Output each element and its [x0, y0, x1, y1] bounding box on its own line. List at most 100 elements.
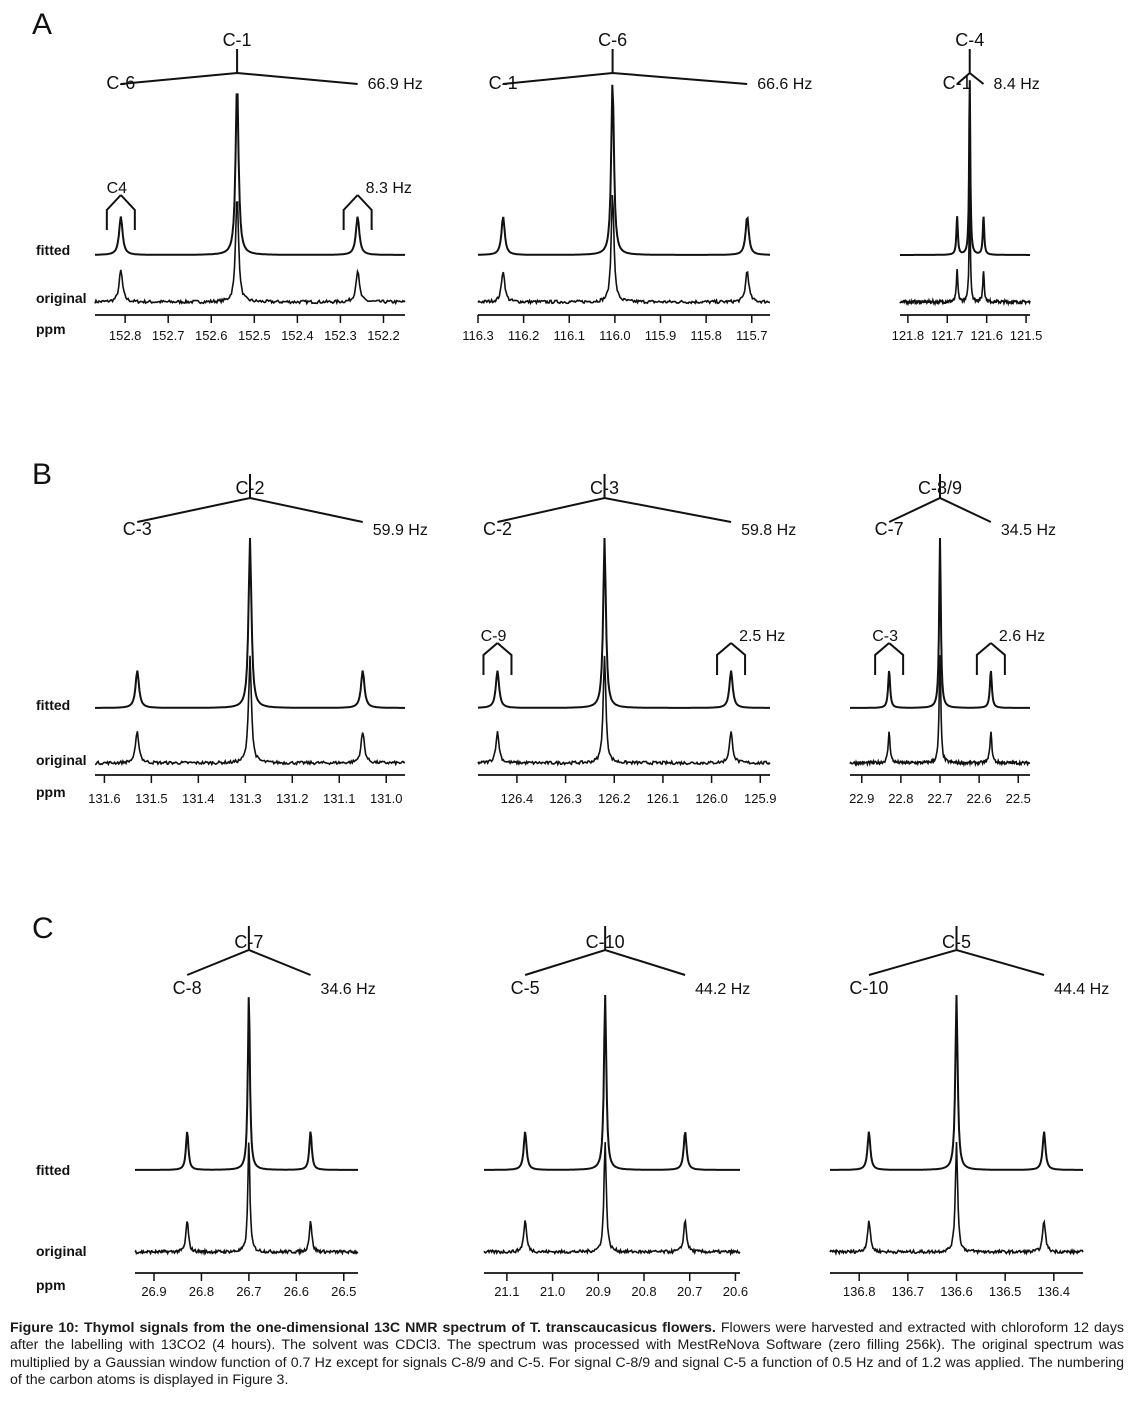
panel-B1: fitted original ppm C-2 C-3 59.9 Hz 131.6 131.5… — [36, 474, 428, 806]
center-label: C-10 — [586, 932, 625, 952]
outer-right-label: 66.9 Hz — [368, 76, 423, 93]
original-trace — [477, 194, 771, 306]
original-label: original — [36, 1243, 87, 1259]
fitted-trace — [484, 994, 740, 1171]
original-trace — [477, 655, 771, 767]
fitted-label: fitted — [36, 242, 70, 258]
inner-bracket — [874, 642, 1006, 675]
row-letter: A — [32, 8, 52, 41]
x-tick-label: 152.4 — [281, 328, 314, 343]
x-tick-label: 22.5 — [1006, 791, 1031, 806]
outer-right-label: 59.8 Hz — [741, 522, 796, 539]
x-tick-label: 121.7 — [931, 328, 964, 343]
x-tick-label: 152.5 — [238, 328, 271, 343]
x-tick-label: 115.8 — [690, 328, 722, 343]
x-tick-label: 20.7 — [677, 1284, 702, 1299]
center-label: C-6 — [598, 30, 627, 50]
x-tick-label: 116.0 — [599, 328, 631, 343]
panel-C1: fitted original ppm C-7 C-8 34.6 Hz 26.9 26.8 26… — [36, 926, 376, 1299]
x-tick-label: 21.1 — [494, 1284, 519, 1299]
center-label: C-1 — [223, 30, 252, 50]
panel-C3: C-5 C-10 44.4 Hz 136.8 136.7 136.6 136.5 136.4 — [829, 926, 1109, 1299]
outer-left-label: C-3 — [123, 519, 152, 539]
x-tick-label: 152.2 — [367, 328, 400, 343]
coupling-bracket — [137, 474, 363, 523]
inner-bracket — [482, 642, 747, 675]
row-letter: C — [32, 912, 54, 945]
row-letter: B — [32, 458, 52, 491]
center-label: C-7 — [234, 932, 263, 952]
coupling-bracket — [956, 49, 985, 85]
panel-C2: C-10 C-5 44.2 Hz 21.1 21.0 20.9 20.8 20.7 20.6 — [483, 926, 750, 1299]
outer-left-label: C-10 — [849, 978, 888, 998]
inner-left-label: C4 — [107, 180, 128, 197]
x-tick-label: 136.8 — [843, 1284, 876, 1299]
caption-text: Flowers were harvested and extracted wit… — [10, 1320, 1125, 1388]
original-trace — [94, 201, 406, 306]
fitted-trace — [900, 80, 1030, 256]
fitted-trace — [95, 537, 405, 709]
x-tick-label: 126.4 — [501, 791, 534, 806]
x-tick-label: 136.5 — [989, 1284, 1022, 1299]
x-tick-label: 116.3 — [462, 328, 494, 343]
fitted-label: fitted — [36, 697, 70, 713]
center-label: C-2 — [235, 478, 264, 498]
x-tick-label: 126.1 — [647, 791, 680, 806]
center-label: C-8/9 — [918, 478, 962, 498]
fitted-trace — [478, 84, 770, 256]
inner-right-label: 8.3 Hz — [366, 180, 412, 197]
fitted-label: fitted — [36, 1162, 70, 1178]
x-tick-label: 131.6 — [88, 791, 121, 806]
outer-right-label: 66.6 Hz — [757, 76, 812, 93]
coupling-bracket — [888, 474, 992, 523]
panel-B2: C-3 C-2 59.8 Hz C-9 2.5 Hz 126.4 126.3 126.2 126… — [477, 474, 796, 806]
x-tick-label: 131.2 — [276, 791, 309, 806]
x-tick-label: 152.7 — [152, 328, 185, 343]
original-trace — [899, 191, 1031, 307]
center-label: C-3 — [590, 478, 619, 498]
caption-title: Figure 10: Thymol signals from the one-d… — [10, 1320, 716, 1336]
ppm-label: ppm — [36, 1277, 66, 1293]
x-tick-label: 121.5 — [1010, 328, 1043, 343]
x-tick-label: 126.0 — [695, 791, 728, 806]
outer-left-label: C-1 — [489, 73, 518, 93]
x-tick-label: 125.9 — [744, 791, 777, 806]
outer-right-label: 44.4 Hz — [1054, 981, 1109, 998]
outer-left-label: C-5 — [511, 978, 540, 998]
inner-right-label: 2.6 Hz — [999, 628, 1045, 645]
original-label: original — [36, 290, 87, 306]
fitted-trace — [135, 997, 358, 1171]
original-trace — [849, 655, 1031, 768]
outer-left-label: C-7 — [875, 519, 904, 539]
x-tick-label: 131.5 — [135, 791, 168, 806]
ppm-label: ppm — [36, 321, 66, 337]
original-trace — [829, 1141, 1084, 1256]
fitted-trace — [95, 93, 405, 256]
original-trace — [94, 655, 405, 767]
fitted-trace — [850, 537, 1030, 709]
outer-right-label: 44.2 Hz — [695, 981, 750, 998]
x-tick-label: 26.9 — [141, 1284, 166, 1299]
coupling-bracket — [868, 926, 1045, 976]
outer-left-label: C-6 — [106, 73, 135, 93]
outer-right-label: 8.4 Hz — [994, 76, 1040, 93]
coupling-bracket — [120, 49, 358, 85]
original-trace — [134, 1142, 359, 1257]
x-tick-label: 136.7 — [892, 1284, 925, 1299]
panel-A3: C-4 C-1 8.4 Hz 121.8 121.7 121.6 121.5 — [892, 30, 1043, 343]
original-trace — [483, 1142, 741, 1257]
x-tick-label: 26.8 — [189, 1284, 214, 1299]
x-tick-label: 26.7 — [236, 1284, 261, 1299]
x-tick-label: 20.8 — [631, 1284, 656, 1299]
x-tick-label: 22.6 — [966, 791, 991, 806]
panel-B3: C-8/9 C-7 34.5 Hz C-3 2.6 Hz 22.9 22.8 22.7 22.6… — [849, 474, 1056, 806]
x-tick-label: 131.1 — [323, 791, 356, 806]
coupling-bracket — [524, 926, 686, 976]
outer-left-label: C-1 — [943, 73, 972, 93]
x-tick-label: 126.2 — [598, 791, 631, 806]
x-tick-label: 22.7 — [927, 791, 952, 806]
x-tick-label: 22.9 — [849, 791, 874, 806]
